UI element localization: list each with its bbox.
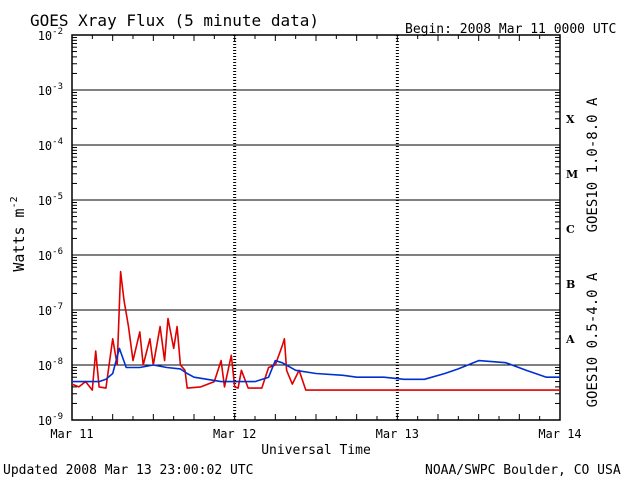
series-line-short-channel (72, 347, 560, 383)
x-axis-label: Universal Time (261, 443, 371, 458)
svg-text:Watts m-2: Watts m-2 (9, 196, 28, 271)
flare-class-labels: X M C B A (565, 113, 578, 346)
plot-frame (71, 34, 561, 421)
begin-date: Begin: 2008 Mar 11 0000 UTC (405, 22, 616, 37)
series-line-long-channel (71, 270, 560, 391)
legend-long-channel: GOES10 1.0-8.0 A (585, 97, 601, 232)
y-tick-label: 10-8 (38, 357, 63, 373)
y-tick-label: 10-3 (38, 82, 63, 98)
flare-class-label: A (565, 333, 575, 346)
x-tick-label: Mar 13 (376, 427, 419, 441)
x-tick-label: Mar 14 (538, 427, 581, 441)
flare-class-label: C (566, 223, 575, 236)
y-axis-label-exp: -2 (9, 196, 20, 208)
flare-class-label: M (566, 168, 578, 181)
x-axis-ticks: Mar 11 Mar 12 Mar 13 Mar 14 (50, 35, 582, 441)
data-series (71, 270, 560, 391)
y-tick-label: 10-7 (38, 302, 63, 318)
source-credit: NOAA/SWPC Boulder, CO USA (425, 463, 621, 478)
y-axis-ticks: 10-2 10-3 10-4 10-5 10-6 10-7 10-8 10-9 (38, 27, 560, 428)
x-tick-label: Mar 12 (213, 427, 256, 441)
plot-grid (72, 35, 560, 420)
flare-class-label: X (566, 113, 575, 126)
y-tick-label: 10-2 (38, 27, 63, 43)
legend-short-channel: GOES10 0.5-4.0 A (585, 272, 601, 407)
y-axis-label: Watts m-2 (9, 196, 28, 271)
y-axis-label-text: Watts m (10, 208, 28, 271)
flare-class-label: B (566, 278, 575, 291)
chart-title: GOES Xray Flux (5 minute data) (30, 11, 319, 30)
x-tick-label: Mar 11 (50, 427, 93, 441)
y-tick-label: 10-5 (38, 192, 63, 208)
y-tick-label: 10-6 (38, 247, 63, 263)
y-tick-label: 10-4 (38, 137, 63, 153)
updated-timestamp: Updated 2008 Mar 13 23:00:02 UTC (3, 463, 253, 478)
y-tick-label: 10-9 (38, 412, 63, 428)
